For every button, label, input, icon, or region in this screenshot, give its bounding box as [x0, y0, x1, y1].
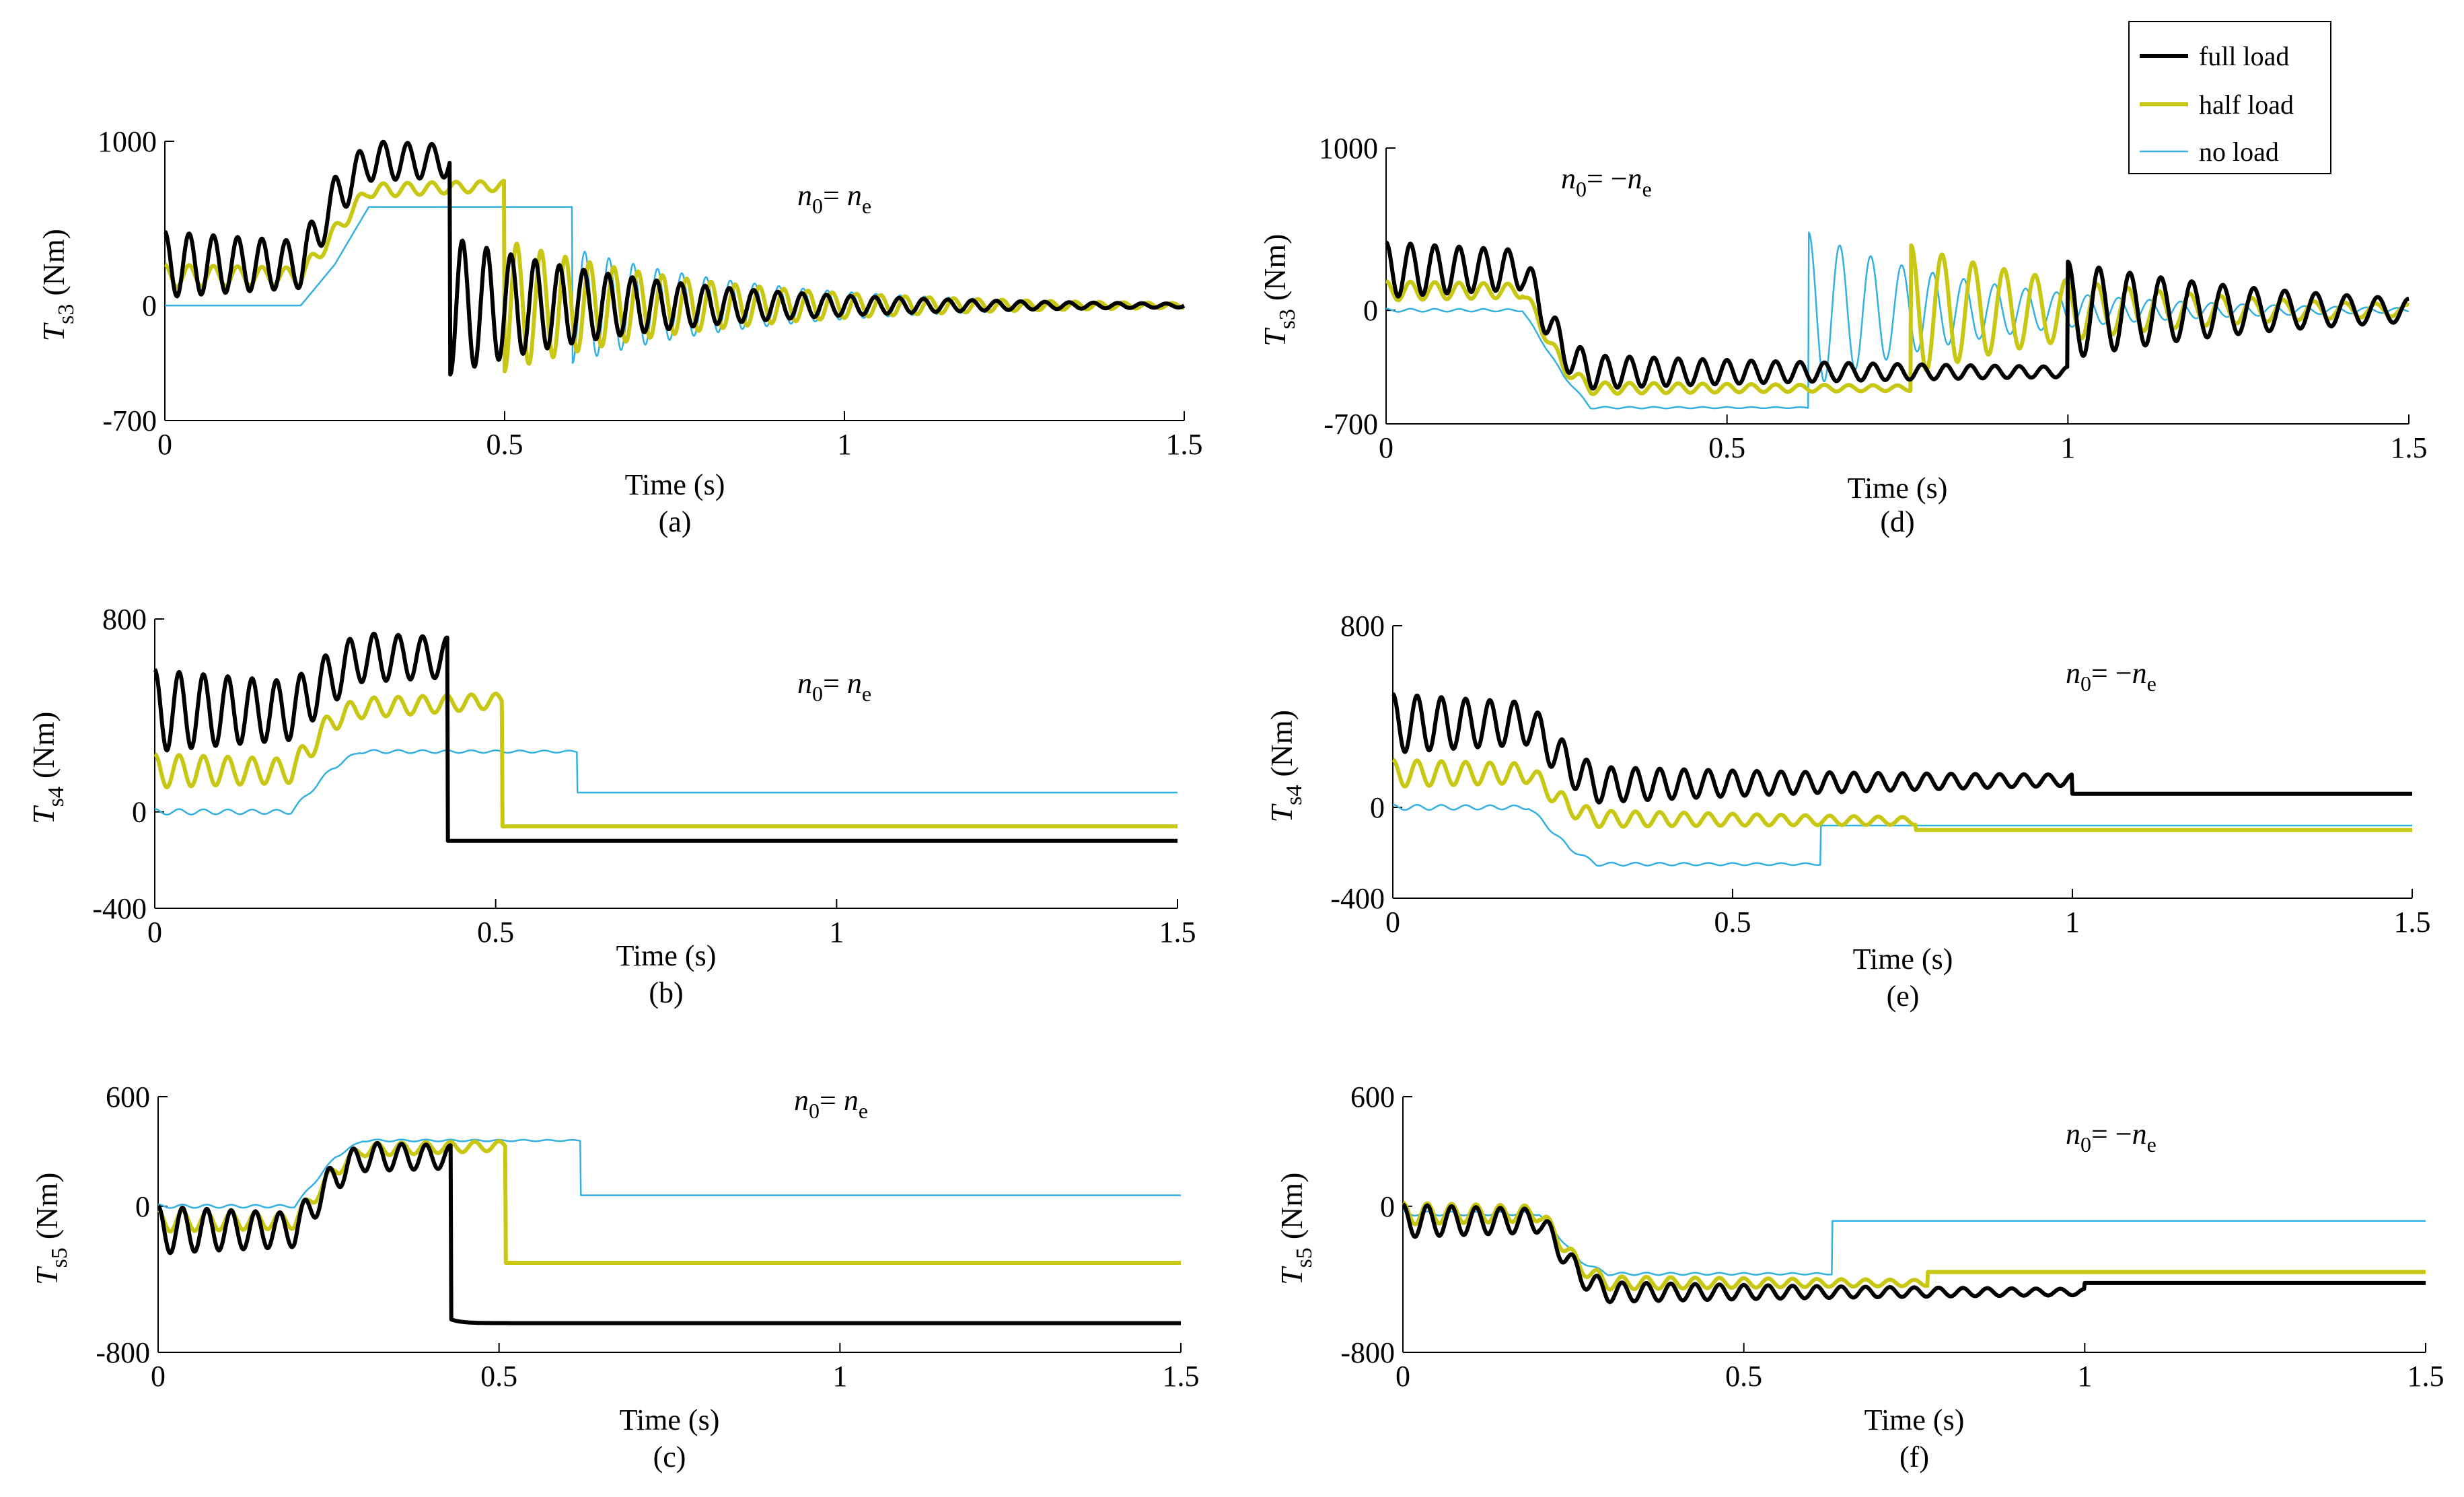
annotation-d: n0= −ne: [1561, 162, 1652, 201]
x-axis-label-c: Time (s): [620, 1403, 720, 1436]
y-tick-label-b-2: -400: [92, 892, 147, 925]
x-axis-label-a: Time (s): [625, 468, 725, 501]
y-tick-label-a-2: -700: [102, 404, 157, 437]
x-tick-label-f-0: 0: [1396, 1360, 1410, 1393]
y-tick-label-e-0: 800: [1340, 610, 1385, 643]
x-tick-label-f-2: 1: [2077, 1360, 2092, 1393]
x-tick-label-c-0: 0: [151, 1360, 166, 1393]
series-e-half-load: [1391, 758, 2414, 832]
x-tick-label-e-0: 0: [1385, 906, 1400, 939]
x-tick-label-b-2: 1: [829, 916, 844, 949]
series-c-no-load: [157, 1138, 1182, 1209]
y-tick-label-f-0: 600: [1350, 1081, 1395, 1113]
x-tick-label-d-3: 1.5: [2391, 431, 2428, 464]
y-tick-label-d-2: -700: [1324, 408, 1378, 441]
y-tick-label-c-0: 600: [106, 1081, 150, 1113]
y-axis-label-d: Ts3(Nm): [1258, 234, 1300, 346]
series-d-no-load: [1385, 231, 2409, 410]
x-tick-label-a-0: 0: [157, 428, 172, 461]
series-a-full-load: [164, 139, 1186, 377]
series-b-half-load: [153, 691, 1179, 829]
legend-label-half-load: half load: [2199, 89, 2294, 120]
annotation-e: n0= −ne: [2066, 657, 2157, 696]
y-tick-label-e-1: 0: [1370, 791, 1385, 824]
y-tick-label-d-0: 1000: [1319, 132, 1378, 165]
x-tick-label-a-3: 1.5: [1166, 428, 1203, 461]
legend-label-no-load: no load: [2199, 137, 2279, 167]
y-tick-label-f-1: 0: [1380, 1190, 1395, 1223]
x-tick-label-d-0: 0: [1379, 431, 1393, 464]
x-tick-label-a-2: 1: [837, 428, 852, 461]
y-tick-label-f-2: -800: [1340, 1336, 1395, 1369]
x-tick-label-a-1: 0.5: [486, 428, 523, 461]
caption-f: (f): [1899, 1440, 1929, 1473]
series-f-half-load: [1402, 1200, 2427, 1292]
y-tick-label-b-1: 0: [132, 796, 147, 829]
x-tick-label-f-3: 1.5: [2407, 1360, 2444, 1393]
y-tick-label-b-0: 800: [102, 603, 147, 636]
annotation-f: n0= −ne: [2066, 1118, 2157, 1157]
series-e-no-load: [1392, 803, 2413, 867]
y-axis-label-f: Ts5(Nm): [1274, 1173, 1317, 1285]
caption-c: (c): [653, 1440, 686, 1473]
legend-label-full-load: full load: [2199, 41, 2289, 71]
series-a-half-load: [164, 178, 1186, 373]
x-tick-label-e-1: 0.5: [1714, 906, 1751, 939]
series-b-full-load: [153, 631, 1179, 843]
x-tick-label-c-2: 1: [832, 1360, 847, 1393]
series-b-no-load: [154, 749, 1178, 816]
x-axis-label-b: Time (s): [616, 939, 717, 972]
series-d-full-load: [1385, 240, 2410, 391]
y-tick-label-d-1: 0: [1363, 294, 1378, 327]
series-c-full-load: [157, 1141, 1182, 1325]
y-tick-label-c-2: -800: [96, 1336, 150, 1369]
x-tick-label-c-1: 0.5: [480, 1360, 517, 1393]
x-tick-label-b-1: 0.5: [477, 916, 514, 949]
x-tick-label-d-2: 1: [2060, 431, 2075, 464]
caption-e: (e): [1887, 980, 1920, 1013]
y-tick-label-e-2: -400: [1330, 882, 1385, 915]
x-tick-label-e-2: 1: [2065, 906, 2080, 939]
y-tick-label-a-0: 1000: [98, 125, 157, 158]
caption-a: (a): [659, 505, 692, 538]
y-axis-label-c: Ts5(Nm): [30, 1173, 72, 1285]
x-axis-label-f: Time (s): [1864, 1403, 1965, 1436]
x-tick-label-b-3: 1.5: [1159, 916, 1196, 949]
x-axis-label-e: Time (s): [1853, 943, 1953, 976]
caption-d: (d): [1880, 505, 1914, 538]
legend: full load half load no load: [2128, 21, 2331, 174]
series-d-half-load: [1385, 243, 2410, 396]
x-tick-label-c-3: 1.5: [1163, 1360, 1200, 1393]
annotation-b: n0= ne: [797, 667, 871, 706]
annotation-a: n0= ne: [797, 179, 871, 218]
x-tick-label-e-3: 1.5: [2394, 906, 2431, 939]
annotation-c: n0= ne: [794, 1084, 868, 1123]
y-axis-label-a: Ts3(Nm): [36, 229, 79, 341]
x-axis-label-d: Time (s): [1848, 472, 1948, 505]
series-f-full-load: [1402, 1202, 2427, 1305]
y-axis-label-b: Ts4(Nm): [26, 712, 69, 824]
x-tick-label-d-1: 0.5: [1708, 431, 1745, 464]
y-axis-label-e: Ts4(Nm): [1264, 710, 1307, 822]
x-tick-label-f-1: 0.5: [1725, 1360, 1762, 1393]
y-tick-label-a-1: 0: [142, 289, 157, 322]
y-tick-label-c-1: 0: [135, 1190, 150, 1223]
series-e-full-load: [1391, 692, 2414, 805]
x-tick-label-b-0: 0: [147, 916, 162, 949]
caption-b: (b): [649, 976, 683, 1009]
